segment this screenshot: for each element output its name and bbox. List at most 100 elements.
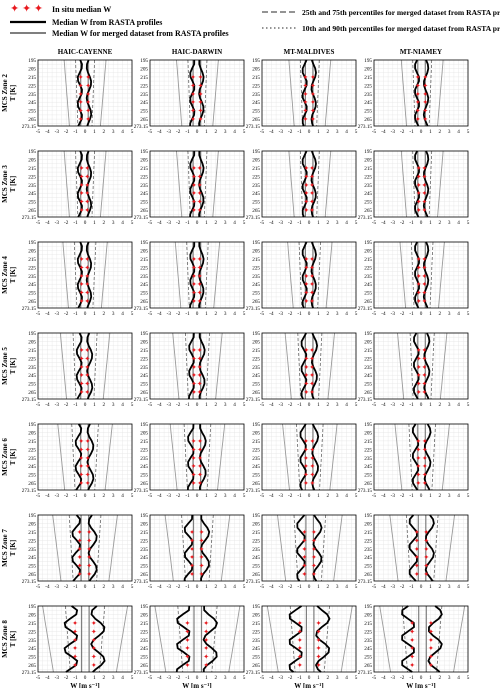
p10-line	[394, 423, 403, 491]
x-tick-label: 0	[420, 129, 423, 135]
x-tick-label: -3	[167, 311, 172, 317]
panel-frame	[373, 150, 469, 218]
in-situ-point: ✦	[199, 571, 205, 579]
x-tick-label: -1	[409, 311, 414, 317]
x-tick-label: 3	[336, 311, 339, 317]
in-situ-point: ✦	[85, 463, 91, 471]
y-tick-label: 245	[252, 373, 260, 379]
in-situ-point: ✦	[302, 73, 308, 81]
in-situ-point: ✦	[311, 562, 317, 570]
y-tick-label: 273.15	[134, 670, 149, 676]
in-situ-point: ✦	[84, 173, 90, 181]
x-tick-label: -5	[36, 129, 41, 135]
x-tick-label: -1	[409, 220, 414, 226]
in-situ-point: ✦	[78, 463, 84, 471]
in-situ-point: ✦	[84, 298, 90, 306]
y-tick-label: 273.15	[134, 306, 149, 312]
y-tick-label: 215	[28, 530, 36, 536]
in-situ-point: ✦	[84, 346, 90, 354]
x-tick-label: 4	[345, 675, 348, 681]
panel-frame	[149, 605, 245, 673]
panel-frame	[149, 423, 245, 491]
y-tick-label: 235	[140, 638, 148, 644]
x-tick-label: 0	[308, 493, 311, 499]
in-situ-point: ✦	[416, 264, 422, 272]
median-rasta-left	[188, 332, 195, 400]
panel: ✦ ✦✦ ✦✦ ✦✦ ✦✦ ✦✦ ✦195205215225235245255265273.…	[358, 513, 470, 590]
x-tick-label: 4	[345, 220, 348, 226]
x-tick-label: 4	[345, 129, 348, 135]
p90-line	[99, 150, 107, 218]
x-tick-label: -3	[55, 584, 60, 590]
in-situ-point: ✦	[184, 653, 190, 661]
x-tick-label: -5	[372, 493, 377, 499]
x-tick-label: 0	[84, 220, 87, 226]
y-tick-label: 245	[252, 464, 260, 470]
x-tick-label: -4	[381, 493, 386, 499]
in-situ-point: ✦	[191, 173, 197, 181]
y-tick-label: 245	[364, 373, 372, 379]
x-tick-label: 3	[224, 220, 227, 226]
x-tick-label: -3	[167, 493, 172, 499]
y-tick-label: 245	[140, 191, 148, 197]
p75-line	[94, 423, 99, 491]
in-situ-point: ✦	[303, 281, 309, 289]
x-tick-label: 4	[457, 311, 460, 317]
in-situ-point: ✦	[421, 198, 427, 206]
x-tick-label: -3	[55, 493, 60, 499]
x-tick-label: 5	[131, 311, 134, 317]
in-situ-point: ✦	[79, 173, 85, 181]
x-tick-label: -3	[55, 402, 60, 408]
x-tick-label: 2	[327, 584, 330, 590]
in-situ-point: ✦	[72, 645, 78, 653]
in-situ-point: ✦	[316, 662, 322, 670]
x-tick-label: 2	[327, 402, 330, 408]
x-tick-label: 2	[327, 220, 330, 226]
y-tick-label: 245	[140, 555, 148, 561]
median-rasta-right	[422, 59, 430, 127]
in-situ-point: ✦	[184, 645, 190, 653]
p25-line	[75, 150, 79, 218]
x-tick-label: 0	[420, 584, 423, 590]
x-tick-label: -2	[400, 220, 405, 226]
panel: ✦ ✦✦ ✦✦ ✦✦ ✦✦ ✦✦ ✦195205215225235245255265273.…	[134, 240, 246, 317]
y-tick-label: 245	[252, 282, 260, 288]
x-tick-label: 0	[420, 311, 423, 317]
in-situ-point: ✦	[197, 372, 203, 380]
x-tick-label: 3	[224, 129, 227, 135]
x-tick-label: -1	[409, 584, 414, 590]
y-tick-label: 255	[140, 200, 148, 206]
x-tick-label: -1	[409, 129, 414, 135]
y-tick-label: 205	[140, 612, 148, 618]
y-tick-label: 205	[252, 612, 260, 618]
y-tick-label: 265	[28, 299, 36, 305]
in-situ-point: ✦	[428, 619, 434, 627]
x-tick-label: 2	[327, 311, 330, 317]
median-rasta-left	[301, 59, 308, 127]
x-tick-label: 1	[429, 129, 432, 135]
in-situ-point: ✦	[303, 198, 309, 206]
in-situ-point: ✦	[309, 207, 315, 215]
panel: ✦ ✦✦ ✦✦ ✦✦ ✦✦ ✦✦ ✦195205215225235245255265273.…	[22, 58, 134, 135]
x-tick-label: -4	[157, 402, 162, 408]
y-tick-label: 265	[364, 481, 372, 487]
x-tick-label: -3	[167, 675, 172, 681]
x-tick-label: 3	[448, 129, 451, 135]
y-tick-label: 195	[364, 58, 372, 64]
y-tick-label: 273.15	[134, 488, 149, 494]
panel-frame	[37, 423, 133, 491]
x-tick-label: 1	[205, 129, 208, 135]
in-situ-point: ✦	[189, 571, 195, 579]
x-tick-label: -4	[269, 402, 274, 408]
panel: ✦ ✦✦ ✦✦ ✦✦ ✦✦ ✦✦ ✦195205215225235245255265273.…	[22, 240, 134, 317]
x-tick-label: 0	[420, 493, 423, 499]
x-tick-label: -4	[381, 129, 386, 135]
y-tick-label: 205	[140, 430, 148, 436]
p10-line	[62, 241, 69, 309]
in-situ-point: ✦	[421, 164, 427, 172]
p10-line	[63, 150, 70, 218]
in-situ-point: ✦	[198, 73, 204, 81]
in-situ-point: ✦	[310, 480, 316, 488]
y-tick-label: 235	[364, 365, 372, 371]
in-situ-point: ✦	[309, 198, 315, 206]
